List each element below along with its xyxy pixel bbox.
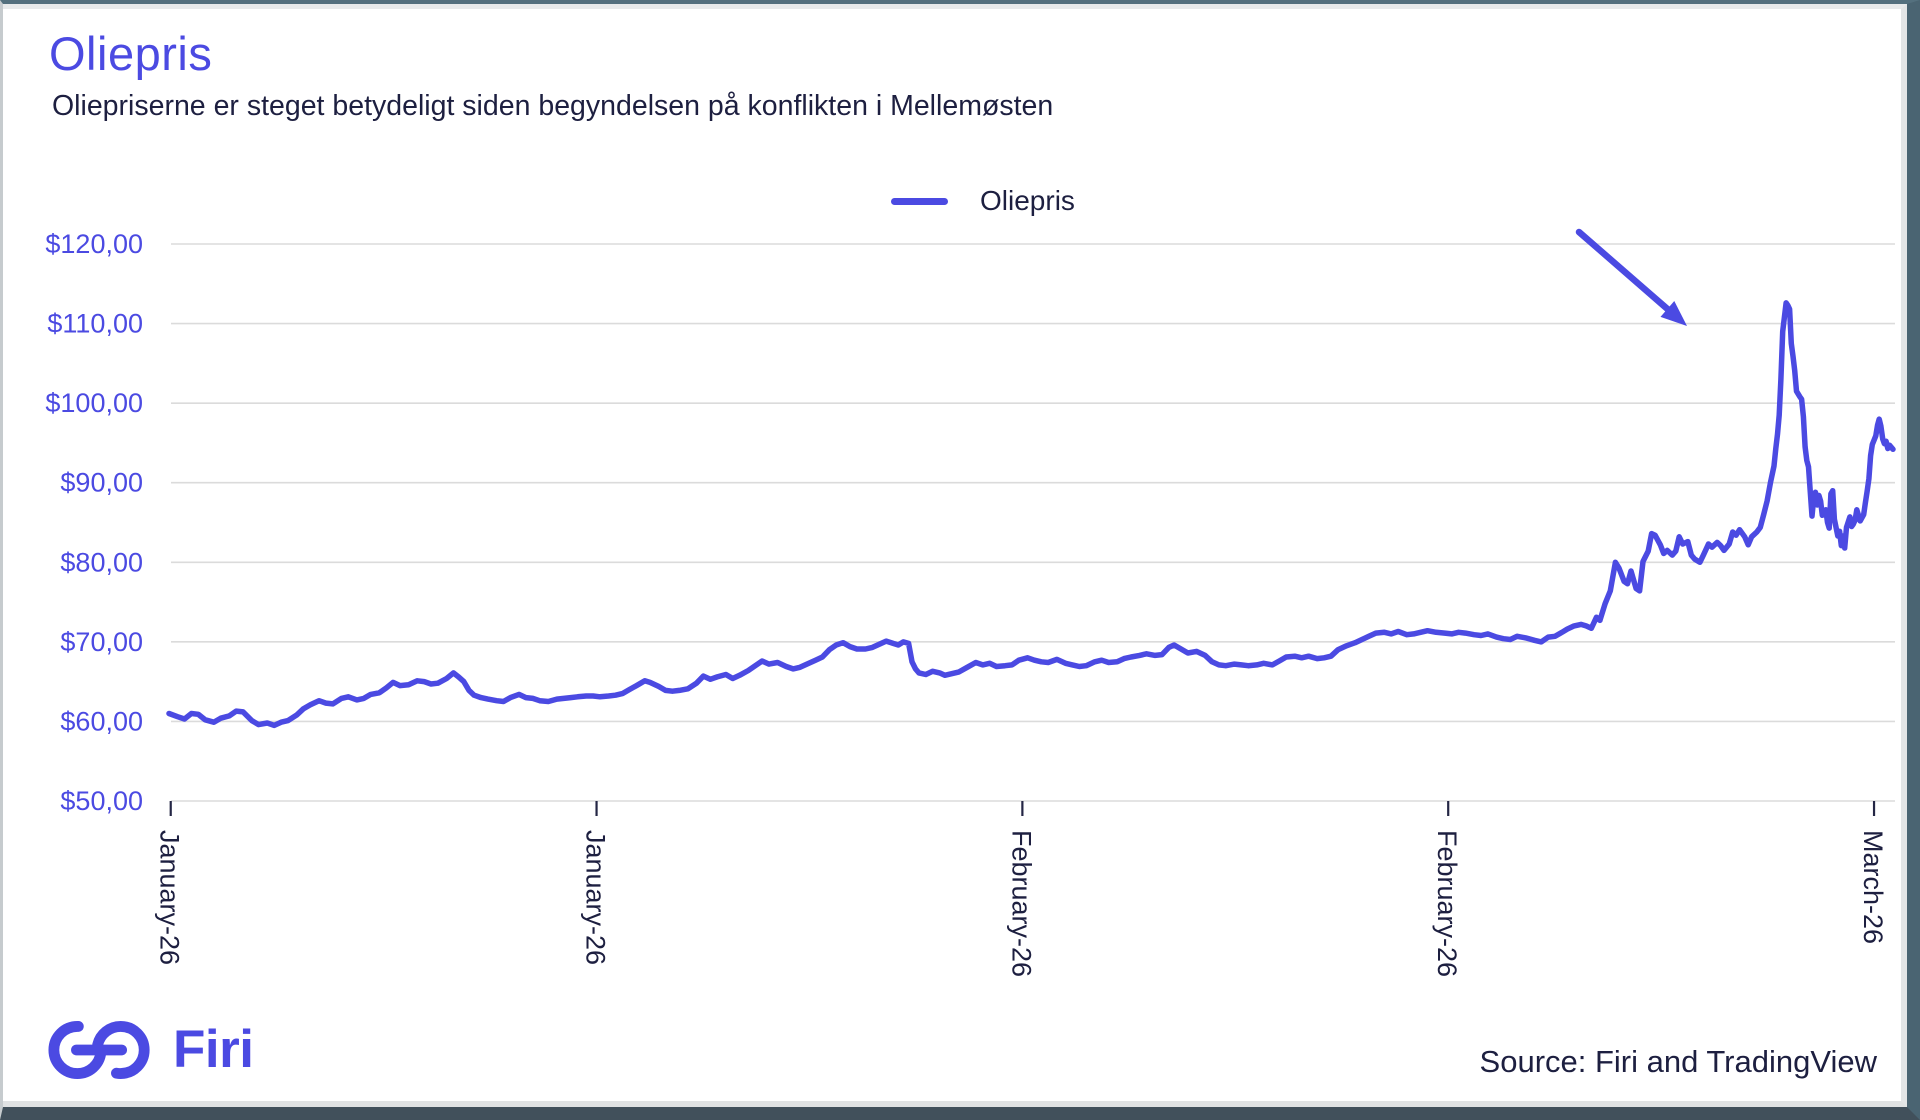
x-axis-label: January-26 <box>581 830 611 965</box>
y-axis-label: $100,00 <box>45 388 143 418</box>
y-axis-label: $80,00 <box>60 547 143 577</box>
price-line <box>166 300 1896 729</box>
source-text: Source: Firi and TradingView <box>1479 1044 1877 1079</box>
x-axis-label: January-26 <box>155 830 185 965</box>
y-axis-label: $70,00 <box>60 627 143 657</box>
legend-line-swatch <box>891 197 948 205</box>
firi-logo-icon <box>48 1021 150 1079</box>
x-axis-label: March-26 <box>1858 830 1888 944</box>
chart-legend: Oliepris <box>891 185 1075 217</box>
page-subtitle: Oliepriserne er steget betydeligt siden … <box>52 90 1054 122</box>
y-axis-label: $50,00 <box>60 786 143 816</box>
x-axis-label: February-26 <box>1006 830 1036 977</box>
x-axis-label: February-26 <box>1432 830 1462 977</box>
oil-price-chart: $120,00 $110,00 $100,00 $90,00 $80,00 $70,00 $… <box>45 228 1896 977</box>
annotation-arrow-head <box>1660 301 1687 326</box>
page-title: Oliepris <box>49 27 213 80</box>
y-axis-label: $90,00 <box>60 468 143 498</box>
legend-label: Oliepris <box>980 185 1075 216</box>
firi-logo-text: Firi <box>173 1019 254 1079</box>
annotation-arrow-shaft <box>1575 228 1676 317</box>
y-axis-label: $120,00 <box>45 229 143 259</box>
y-axis-label: $110,00 <box>47 309 143 339</box>
y-axis-label: $60,00 <box>60 706 143 736</box>
firi-logo: Firi <box>47 1012 254 1086</box>
